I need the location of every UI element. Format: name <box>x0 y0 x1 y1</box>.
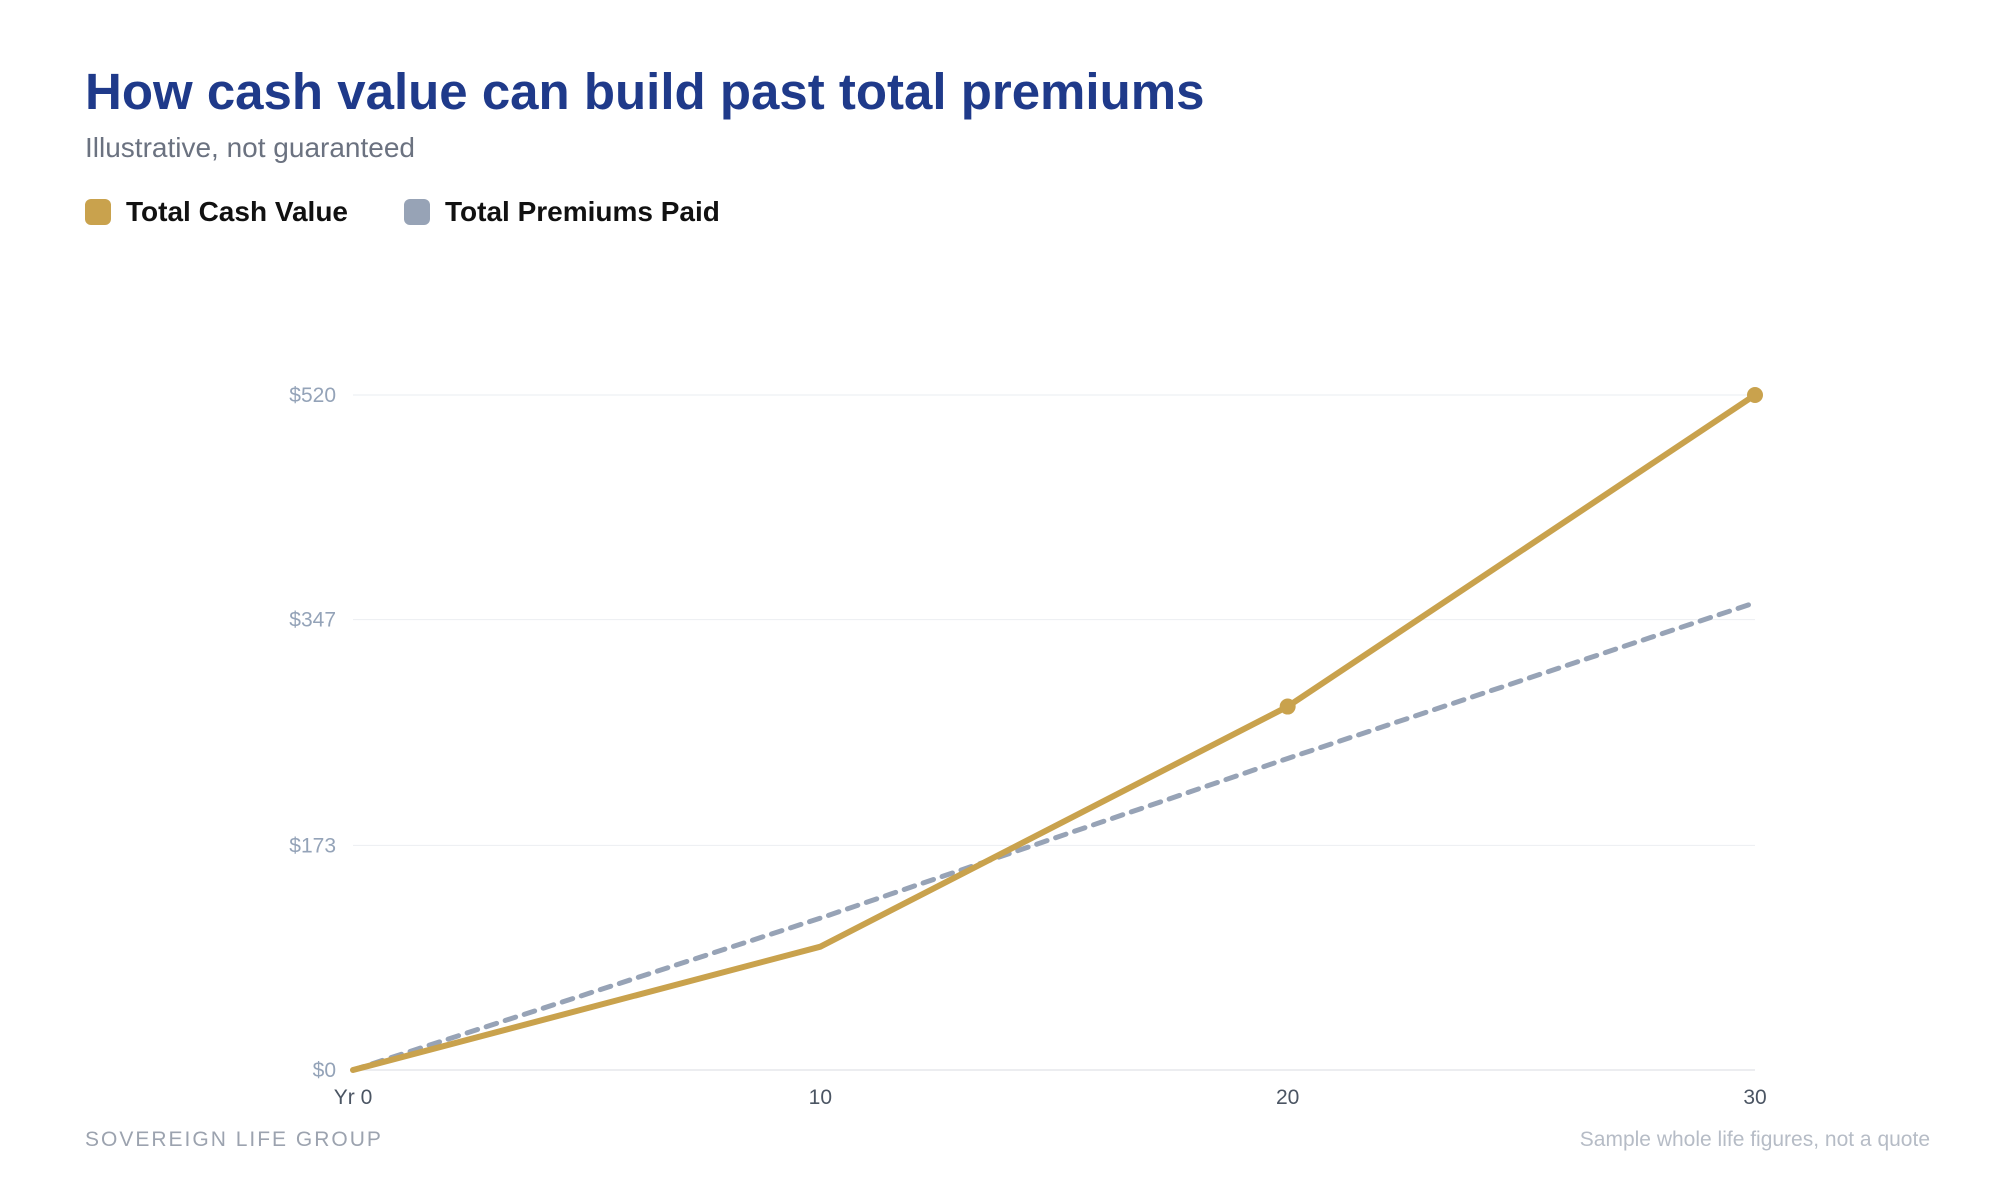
y-tick-label: $347 <box>289 609 336 632</box>
legend-swatch-premiums-paid <box>404 199 430 225</box>
x-tick-label: 30 <box>1743 1086 1766 1109</box>
chart-title: How cash value can build past total prem… <box>85 63 1205 120</box>
y-tick-label: $520 <box>289 384 336 407</box>
series-line-premiums-paid <box>350 600 1758 1073</box>
series-line-cash-value <box>350 392 1758 1073</box>
x-tick-label: 20 <box>1276 1086 1299 1109</box>
legend-swatch-cash-value <box>85 199 111 225</box>
legend-label-premiums-paid: Total Premiums Paid <box>445 196 720 227</box>
y-tick-label: $173 <box>289 834 336 857</box>
legend-item-cash-value[interactable]: Total Cash Value <box>85 196 348 228</box>
legend-label-cash-value: Total Cash Value <box>126 196 348 227</box>
x-tick-label: Yr 0 <box>334 1086 373 1109</box>
x-tick-label: 10 <box>809 1086 832 1109</box>
y-tick-label: $0 <box>313 1059 336 1082</box>
data-point-cash-value <box>1279 698 1296 715</box>
chart-legend: Total Cash Value Total Premiums Paid <box>85 196 720 228</box>
legend-item-premiums-paid[interactable]: Total Premiums Paid <box>404 196 720 228</box>
chart-subtitle: Illustrative, not guaranteed <box>85 132 415 163</box>
data-point-cash-value <box>1747 387 1763 403</box>
footer-brand: SOVEREIGN LIFE GROUP <box>85 1128 383 1151</box>
footer-note: Sample whole life figures, not a quote <box>1579 1128 1930 1151</box>
